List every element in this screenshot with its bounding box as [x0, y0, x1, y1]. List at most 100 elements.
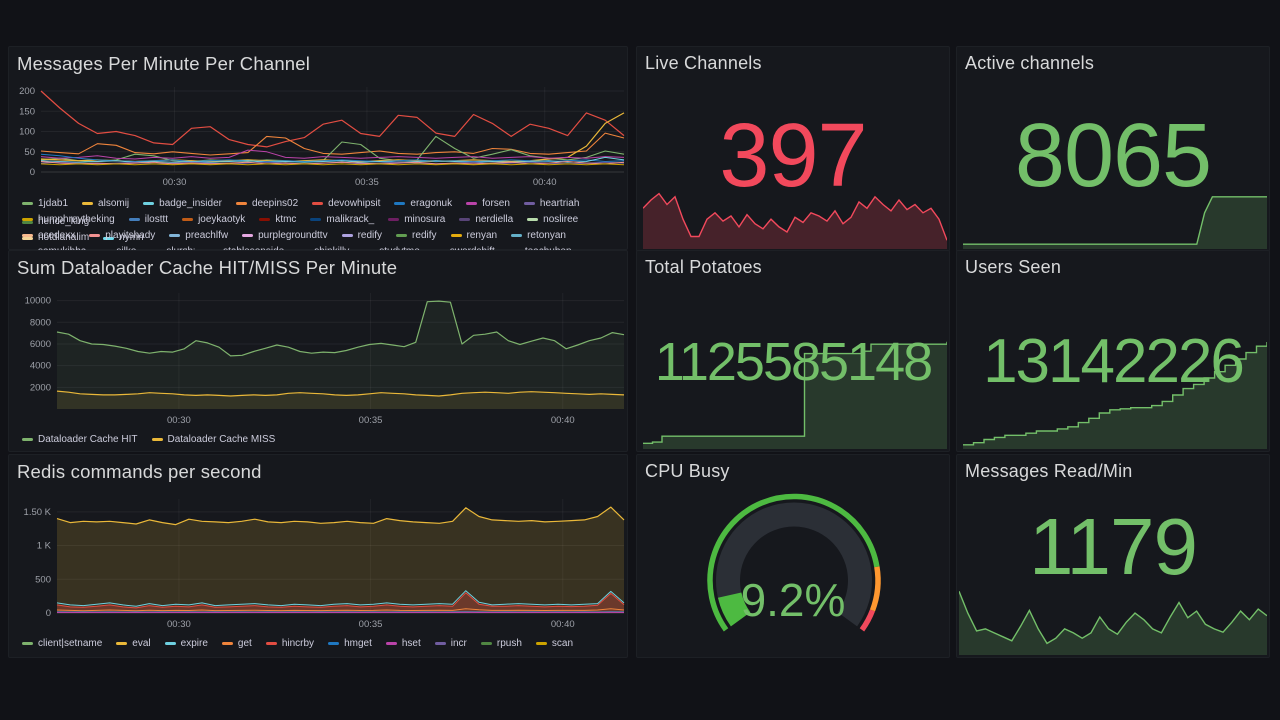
legend-item-hset[interactable]: hset — [385, 636, 421, 652]
legend-item-redify[interactable]: redify — [341, 228, 382, 244]
svg-text:100: 100 — [19, 127, 35, 138]
legend-label: stablesonside — [223, 245, 285, 252]
legend-swatch — [328, 642, 340, 645]
legend-item-Dataloader Cache HIT[interactable]: Dataloader Cache HIT — [22, 432, 138, 448]
legend-item-malikrack_[interactable]: malikrack_ — [310, 212, 374, 228]
legend-item-hmget[interactable]: hmget — [328, 636, 372, 652]
panel-redis-commands: Redis commands per second 00:30 00:35 00:4… — [8, 454, 628, 658]
legend-item-preachlfw[interactable]: preachlfw — [169, 228, 228, 244]
total-potatoes-value: 1125585148 — [654, 332, 933, 392]
legend-label: silko — [116, 245, 137, 252]
legend-item-redify[interactable]: redify — [396, 228, 437, 244]
legend-item-joeykaotyk[interactable]: joeykaotyk — [182, 212, 245, 228]
legend-item-humphreytheking[interactable]: humphreytheking — [22, 212, 115, 228]
legend-item-forsen[interactable]: forsen — [466, 196, 510, 212]
legend-item-badge_insider[interactable]: badge_insider — [143, 196, 222, 212]
legend-swatch — [459, 218, 471, 221]
legend-swatch — [182, 218, 194, 221]
legend-swatch — [242, 234, 254, 237]
legend-label: teachuben — [524, 245, 572, 252]
legend-label: 1jdab1 — [38, 197, 69, 209]
legend-item-expire[interactable]: expire — [164, 636, 208, 652]
legend-swatch — [89, 234, 101, 237]
messages-line-chart[interactable]: 00:30 00:35 00:40 0 50 100 150 200 — [9, 83, 627, 189]
panel-dataloader-cache: Sum Dataloader Cache HIT/MISS Per Minute… — [8, 250, 628, 452]
dataloader-line-chart[interactable]: 00:30 00:35 00:40 2000 4000 6000 8000 10000 — [9, 289, 627, 427]
redis-line-chart[interactable]: 00:30 00:35 00:40 0 500 1 K 1.50 K — [9, 495, 627, 631]
legend-swatch — [103, 236, 115, 240]
legend-item-eragonuk[interactable]: eragonuk — [394, 196, 452, 212]
legend-item-nosliree[interactable]: nosliree — [527, 212, 578, 228]
live-channels-sparkline — [643, 183, 947, 249]
legend-item-get[interactable]: get — [221, 636, 252, 652]
legend-label: devowhipsit — [328, 197, 381, 209]
panel-title-messages-read[interactable]: Messages Read/Min — [965, 461, 1133, 481]
panel-title-messages[interactable]: Messages Per Minute Per Channel — [17, 53, 311, 74]
legend-item-1jdab1[interactable]: 1jdab1 — [22, 196, 68, 212]
legend-label: malikrack_ — [326, 213, 375, 225]
svg-text:4000: 4000 — [30, 361, 51, 372]
legend-item-scan[interactable]: scan — [535, 636, 573, 652]
legend-label: ktmc — [275, 213, 297, 225]
legend-item-rnsmeer[interactable]: rnsmeer — [22, 246, 75, 251]
legend-item-alsomij[interactable]: alsomij — [82, 196, 129, 212]
legend-swatch — [22, 642, 33, 645]
legend-item-ktmc[interactable]: ktmc — [259, 212, 296, 228]
legend-item-purplegroundttv[interactable]: purplegroundttv — [242, 228, 328, 244]
panel-title-total-potatoes[interactable]: Total Potatoes — [645, 257, 762, 277]
legend-label: badge_insider — [159, 197, 222, 209]
svg-text:50: 50 — [24, 147, 35, 158]
legend-label: deepins02 — [251, 197, 299, 209]
legend-item-minosura[interactable]: minosura — [388, 212, 445, 228]
legend-item-retonyan[interactable]: retonyan — [511, 228, 566, 244]
panel-title-cpu-busy[interactable]: CPU Busy — [645, 461, 730, 481]
active-channels-sparkline — [963, 183, 1267, 249]
legend-swatch — [312, 202, 324, 205]
legend-item-rnsmeer[interactable]: rnsmeer — [89, 246, 142, 251]
legend-item-eval[interactable]: eval — [116, 636, 151, 652]
legend-item-ilosttt[interactable]: ilosttt — [128, 212, 169, 228]
legend-swatch — [466, 202, 478, 205]
panel-title-redis[interactable]: Redis commands per second — [17, 461, 262, 482]
legend-item-hence_king[interactable]: hence_king — [22, 214, 89, 230]
legend-label: humphreytheking — [38, 213, 115, 225]
legend-swatch — [434, 642, 446, 645]
panel-messages-read: Messages Read/Min 1179 — [956, 454, 1270, 658]
panel-title-live-channels[interactable]: Live Channels — [645, 53, 762, 73]
panel-title-dataloader[interactable]: Sum Dataloader Cache HIT/MISS Per Minute — [17, 257, 398, 278]
legend-label: client|setname — [38, 637, 103, 649]
legend-item-nymn[interactable]: nymn — [103, 230, 144, 246]
legend-swatch — [341, 234, 353, 237]
legend-label: hset — [401, 637, 421, 649]
legend-label: ilosttt — [144, 213, 169, 225]
messages-read-sparkline — [959, 587, 1267, 655]
legend-label: Dataloader Cache HIT — [38, 433, 138, 445]
legend-item-incr[interactable]: incr — [434, 636, 467, 652]
legend-label: notdianalim — [38, 232, 90, 243]
panel-title-active-channels[interactable]: Active channels — [965, 53, 1095, 73]
legend-item-client|setname[interactable]: client|setname — [22, 636, 102, 652]
legend-item-notdianalim[interactable]: notdianalim — [22, 230, 89, 246]
legend-item-ryujei[interactable]: ryujei — [155, 246, 195, 251]
panel-title-users-seen[interactable]: Users Seen — [965, 257, 1062, 277]
legend-swatch — [450, 234, 462, 237]
legend-item-Dataloader Cache MISS[interactable]: Dataloader Cache MISS — [151, 432, 275, 448]
messages-read-value: 1179 — [1028, 502, 1198, 591]
legend-item-nerdiella[interactable]: nerdiella — [459, 212, 513, 228]
panel-live-channels: Live Channels 397 — [636, 46, 950, 252]
svg-text:1 K: 1 K — [37, 541, 52, 552]
legend-label: nymn — [119, 232, 144, 243]
legend-item-rpush[interactable]: rpush — [480, 636, 522, 652]
legend-item-renyan[interactable]: renyan — [450, 228, 497, 244]
legend-item-hincrby[interactable]: hincrby — [265, 636, 314, 652]
legend-item-heartriah[interactable]: heartriah — [523, 196, 579, 212]
svg-text:0: 0 — [30, 167, 35, 178]
legend-item-deepins02[interactable]: deepins02 — [235, 196, 299, 212]
legend-item-playitshady[interactable]: playitshady — [89, 228, 155, 244]
legend-label: hmget — [344, 637, 372, 649]
legend-item-ocedexx[interactable]: ocedexx — [22, 228, 75, 244]
legend-label: samukihba — [38, 245, 87, 252]
legend-label: rnsmeer — [105, 246, 142, 251]
legend-item-devowhipsit[interactable]: devowhipsit — [312, 196, 380, 212]
